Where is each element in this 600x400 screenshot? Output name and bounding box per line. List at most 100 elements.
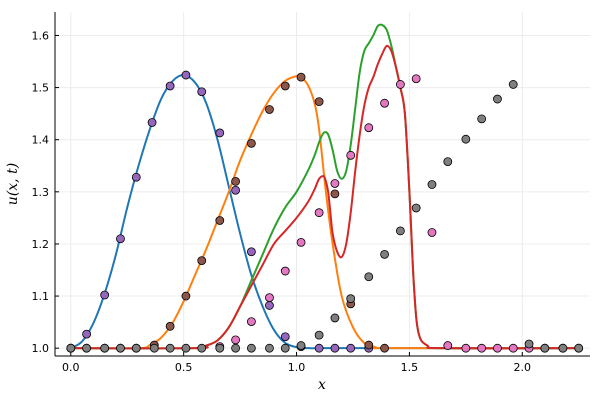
data-point (395, 80, 405, 89)
data-point (380, 249, 389, 259)
data-point (346, 294, 356, 304)
data-point (82, 343, 92, 353)
y-tick-label: 1.1 (32, 290, 50, 303)
data-point (524, 339, 534, 349)
data-point (181, 291, 191, 301)
data-point (265, 301, 274, 310)
data-point (296, 341, 306, 350)
y-tick-label: 1.4 (32, 134, 50, 147)
data-point (461, 134, 471, 144)
y-axis-label: u(x, t) (5, 163, 21, 205)
y-tick-label: 1.0 (32, 342, 50, 355)
y-tick-label: 1.5 (32, 82, 50, 95)
data-point (296, 237, 306, 247)
data-point (461, 343, 471, 353)
x-axis-label: x (318, 377, 326, 393)
data-point (165, 81, 175, 91)
data-point (508, 343, 518, 353)
data-point (427, 180, 437, 189)
data-point (280, 266, 290, 276)
data-point (296, 72, 306, 82)
data-point (197, 343, 207, 353)
data-point (558, 343, 568, 353)
data-point (443, 157, 453, 166)
data-point (477, 114, 487, 124)
data-point (215, 216, 225, 225)
data-point (314, 343, 324, 353)
data-point (246, 138, 256, 148)
data-point (574, 343, 584, 353)
data-point (265, 105, 274, 114)
series-line-red (69, 44, 580, 350)
data-point (116, 234, 125, 244)
data-point (215, 343, 225, 353)
series-line-blue (69, 74, 580, 350)
series-markers-pink (215, 74, 584, 353)
x-tick-labels: 0.0 0.5 1.0 1.5 2.0 (62, 352, 531, 374)
series-markers-brown (66, 72, 389, 353)
series-line-orange (69, 74, 580, 350)
data-point (411, 74, 421, 84)
data-point (280, 343, 290, 353)
data-point (364, 272, 374, 282)
data-point (149, 343, 159, 353)
data-point (314, 208, 324, 218)
data-point (231, 185, 240, 195)
y-tick-label: 1.2 (32, 238, 50, 251)
data-point (493, 343, 502, 353)
data-point (165, 321, 175, 331)
data-point (314, 97, 324, 107)
x-tick-label: 0.5 (175, 361, 193, 374)
data-point (100, 343, 110, 353)
data-point (314, 330, 324, 340)
data-point (265, 343, 274, 353)
data-point (330, 343, 340, 353)
data-point (197, 87, 207, 97)
y-tick-labels: 1.0 1.1 1.2 1.3 1.4 1.5 1.6 (32, 29, 59, 355)
data-point (330, 179, 340, 188)
data-point (280, 81, 290, 91)
data-point (493, 94, 502, 104)
series-markers-purple (66, 70, 374, 353)
data-point (540, 343, 550, 353)
data-point (443, 341, 453, 350)
x-tick-label: 1.5 (401, 361, 419, 374)
data-point (246, 247, 256, 257)
grid (55, 12, 590, 356)
data-point (364, 340, 374, 350)
data-point (380, 98, 389, 108)
data-point (100, 290, 110, 300)
y-tick-label: 1.6 (32, 29, 50, 42)
data-point (477, 343, 487, 353)
x-tick-label: 1.0 (288, 361, 306, 374)
data-point (330, 313, 340, 323)
data-point (346, 150, 356, 160)
data-point (364, 123, 374, 133)
data-point (82, 329, 92, 339)
data-point (395, 226, 405, 236)
data-point (246, 317, 256, 327)
data-point (246, 343, 256, 353)
data-point (411, 203, 421, 213)
data-point (346, 343, 356, 353)
data-point (116, 343, 125, 353)
x-tick-label: 0.0 (62, 361, 80, 374)
y-tick-label: 1.3 (32, 186, 50, 199)
data-point (131, 343, 141, 353)
data-point (280, 332, 290, 342)
data-point (131, 172, 141, 182)
series-markers-gray (66, 80, 584, 353)
axes (54, 12, 590, 357)
data-point (66, 343, 76, 353)
data-point (231, 176, 240, 186)
series-area (66, 23, 584, 353)
data-point (508, 80, 518, 89)
data-point (265, 293, 274, 303)
x-tick-label: 2.0 (514, 361, 532, 374)
data-point (427, 228, 437, 237)
data-point (181, 343, 191, 353)
data-point (380, 343, 389, 353)
data-point (147, 118, 157, 127)
data-point (330, 189, 340, 199)
